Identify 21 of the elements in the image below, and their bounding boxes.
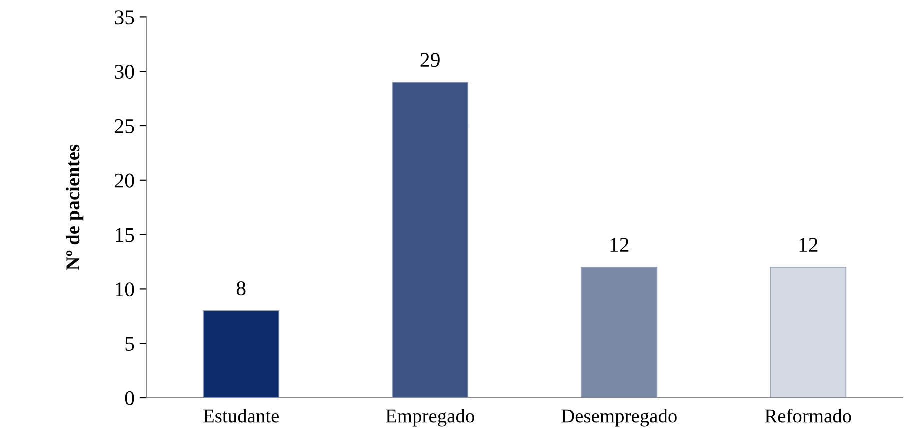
y-tick-label: 20 [115,174,134,188]
x-tick-label: Empregado [386,409,474,427]
data-label: 12 [610,238,629,252]
y-tick-label: 10 [116,282,134,297]
data-label: 8 [236,282,246,296]
bar [581,267,658,398]
x-tick-label: Desempregado [562,409,677,427]
bar [203,310,280,398]
x-tick-label: Reformado [765,408,852,423]
y-tick-label: 0 [125,391,134,406]
y-tick-label: 25 [115,119,134,134]
y-tick-label: 30 [115,64,134,80]
y-tick-label: 35 [115,10,134,25]
bar [770,267,847,398]
data-label: 12 [800,238,818,252]
data-label: 29 [420,53,440,68]
bar [392,82,469,398]
y-tick-label: 15 [116,228,134,242]
x-tick-label: Estudante [204,409,279,423]
y-axis-title: Nº de pacientes [66,144,84,270]
y-tick-label: 5 [126,337,134,352]
